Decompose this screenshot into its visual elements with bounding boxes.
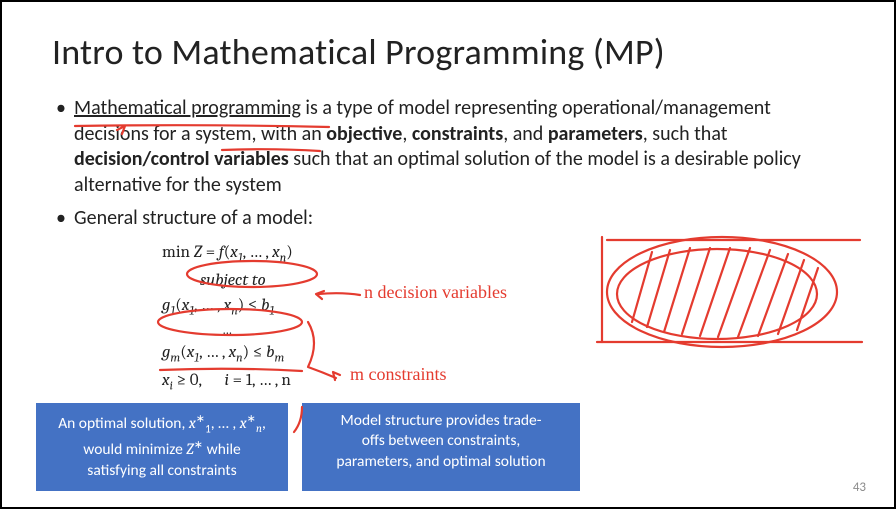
math-x1: x xyxy=(230,243,238,262)
box2-line1: Model structure provides trade- xyxy=(341,411,542,430)
slide: Intro to Mathematical Programming (MP) M… xyxy=(2,2,894,507)
bullet-2: General structure of a model: xyxy=(52,206,844,232)
math-subject-to: subject to xyxy=(200,268,844,294)
math-g1-leq: ) ≤ xyxy=(238,296,261,315)
math-nn-ge: ≥ 0, xyxy=(173,371,202,390)
bullet1-bold-parameters: parameters xyxy=(548,122,643,146)
box1-line1b: , xyxy=(262,414,266,433)
math-close: ) xyxy=(286,243,293,262)
math-gm-s: m xyxy=(170,352,180,366)
math-g1-dots: , … , xyxy=(194,296,223,315)
math-gm-bs: m xyxy=(275,352,285,366)
bullet1-bold-decision: decision/control variables xyxy=(74,147,289,171)
math-eq: = xyxy=(202,243,219,262)
box2-line3: parameters, and optimal solution xyxy=(336,452,545,471)
math-nn-x: x xyxy=(162,371,170,390)
bullet-1: Mathematical programming is a type of mo… xyxy=(52,96,844,198)
callout-box-1: An optimal solution, x∗1, … , x∗n, would… xyxy=(36,403,288,491)
callout-box-2: Model structure provides trade- offs bet… xyxy=(302,403,580,491)
bullet1-bold-constraints: constraints xyxy=(412,122,503,146)
math-vdots: … xyxy=(222,321,844,341)
bullet1-text-c: , and xyxy=(503,122,548,146)
box1-line1a: An optimal solution, xyxy=(58,414,189,433)
bullet1-text-b: , xyxy=(402,122,412,146)
slide-number: 43 xyxy=(853,480,866,495)
math-gm-dots: , … , xyxy=(199,343,228,362)
math-nn-range: = 1, … , n xyxy=(229,371,291,390)
math-gm-b: b xyxy=(266,343,274,362)
math-g1-b: b xyxy=(261,296,269,315)
bullet1-keyword: Mathematical programming xyxy=(74,96,301,120)
math-gm-leq: ) ≤ xyxy=(243,343,266,362)
math-gm: gm(x1, … , xn) ≤ bm xyxy=(162,340,844,368)
bullet-list: Mathematical programming is a type of mo… xyxy=(52,96,844,232)
math-block: min Z = f(x1, … , xn) subject to g1(x1, … xyxy=(162,240,844,396)
math-g1: g1(x1, … , xn) ≤ b1 xyxy=(162,293,844,321)
math-nonneg: xi ≥ 0, i = 1, … , n xyxy=(162,368,844,396)
math-objective: min Z = f(x1, … , xn) xyxy=(162,240,844,268)
math-g1-bs: 1 xyxy=(270,305,275,319)
box2-line2: offs between constraints, xyxy=(362,431,521,450)
math-min: min xyxy=(162,243,194,262)
math-xn: x xyxy=(272,243,280,262)
slide-title: Intro to Mathematical Programming (MP) xyxy=(52,30,844,74)
box1-line3: satisfying all constraints xyxy=(87,461,236,480)
callout-boxes: An optimal solution, x∗1, … , x∗n, would… xyxy=(36,403,580,491)
box1-line2a: would minimize xyxy=(83,440,186,459)
box1-line2b: while xyxy=(203,440,241,459)
bullet1-text-d: , such that xyxy=(643,122,728,146)
math-z: Z xyxy=(194,243,202,262)
math-dots: , … , xyxy=(243,243,272,262)
bullet1-bold-objective: objective xyxy=(326,122,402,146)
